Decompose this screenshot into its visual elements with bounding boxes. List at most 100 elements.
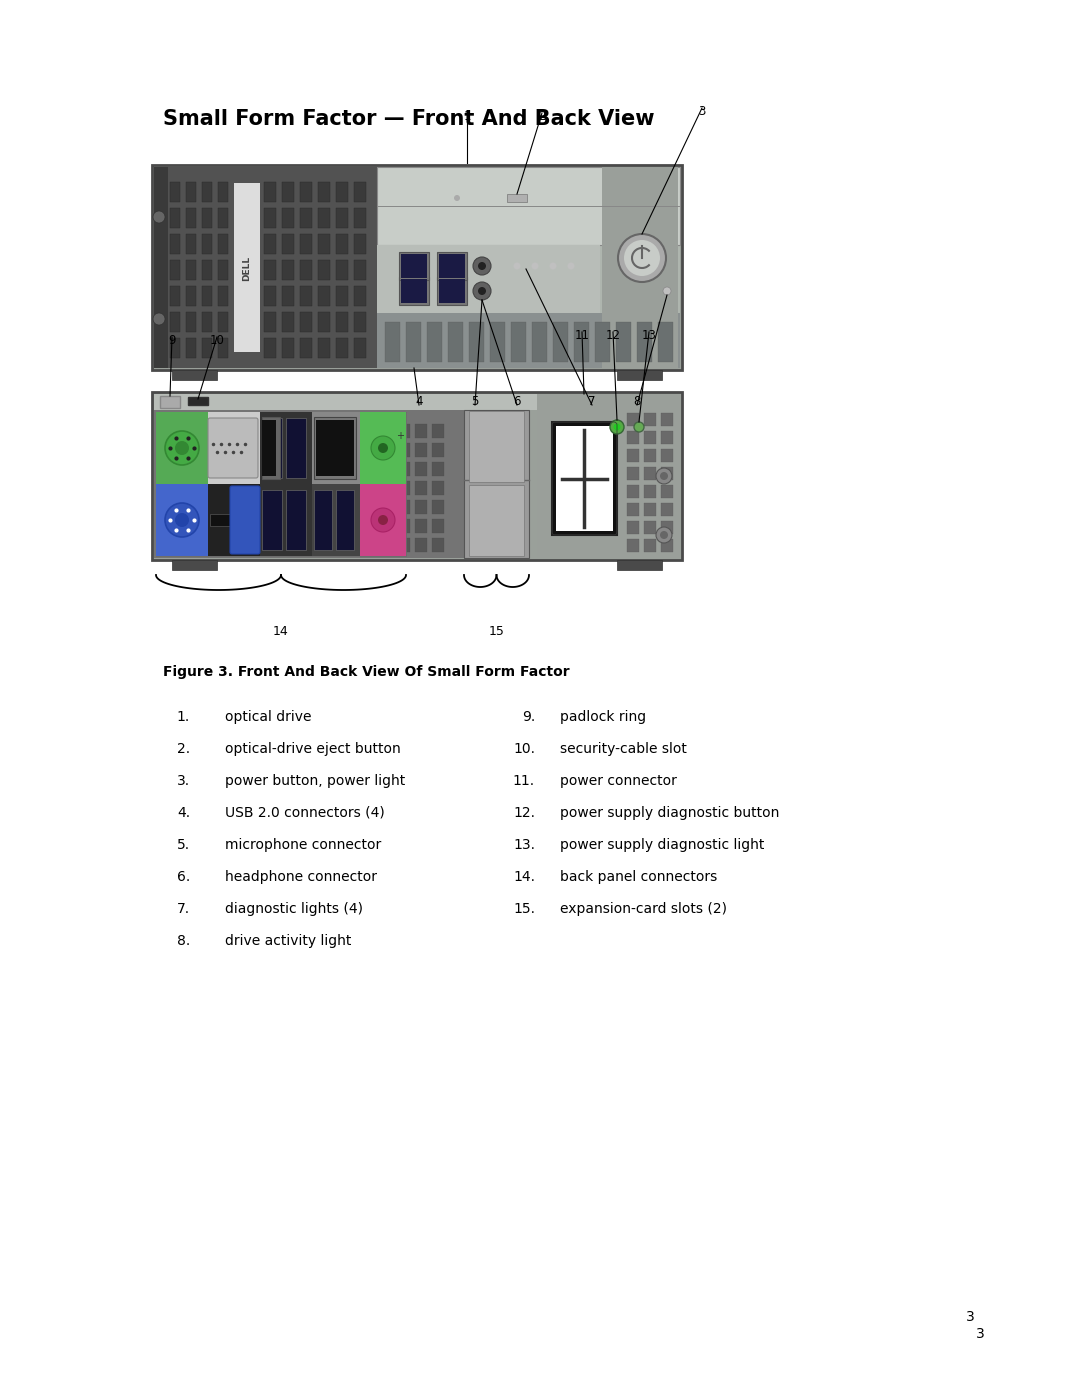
Bar — [616, 323, 631, 363]
Circle shape — [634, 422, 644, 432]
Text: 8: 8 — [633, 394, 640, 408]
Bar — [644, 503, 656, 516]
Bar — [318, 261, 330, 280]
Bar — [186, 312, 195, 332]
Bar — [186, 338, 195, 359]
Bar — [347, 519, 359, 534]
Bar — [364, 538, 376, 552]
Bar — [177, 423, 189, 439]
Bar — [186, 285, 195, 306]
Bar — [381, 538, 393, 552]
Bar — [661, 412, 673, 426]
Circle shape — [660, 472, 669, 480]
Text: 11: 11 — [575, 330, 590, 342]
Bar — [210, 514, 230, 525]
Bar — [377, 167, 680, 368]
Bar — [377, 313, 680, 368]
Bar — [381, 501, 393, 514]
Bar — [437, 252, 467, 280]
Bar — [381, 443, 393, 456]
Bar — [218, 261, 228, 280]
Bar — [336, 208, 348, 228]
Bar — [336, 261, 348, 280]
Bar — [300, 261, 312, 280]
Bar — [160, 481, 172, 495]
Bar — [202, 182, 212, 201]
Bar — [552, 422, 617, 535]
Bar — [264, 208, 276, 228]
Bar — [469, 323, 484, 363]
Bar — [296, 481, 308, 495]
Bar — [211, 443, 222, 456]
Bar — [286, 418, 306, 479]
Bar — [354, 312, 366, 332]
Bar — [264, 182, 276, 201]
Text: 15.: 15. — [513, 902, 535, 916]
Text: back panel connectors: back panel connectors — [561, 870, 717, 884]
Bar — [264, 338, 276, 359]
Bar — [264, 234, 276, 254]
Bar — [377, 167, 680, 245]
Bar — [627, 485, 639, 498]
Bar — [661, 467, 673, 480]
Text: 6: 6 — [513, 394, 521, 408]
Bar — [644, 412, 656, 426]
Bar — [336, 490, 354, 550]
Circle shape — [656, 527, 672, 543]
Bar — [264, 285, 276, 306]
Text: 14.: 14. — [513, 870, 535, 884]
Bar — [627, 539, 639, 552]
Circle shape — [531, 262, 539, 269]
Bar — [194, 423, 206, 439]
Bar — [627, 521, 639, 534]
Bar — [318, 312, 330, 332]
Bar — [202, 208, 212, 228]
Circle shape — [473, 256, 491, 274]
Bar — [336, 234, 348, 254]
Bar — [262, 490, 282, 550]
Bar — [245, 462, 257, 476]
Text: 2: 2 — [538, 110, 545, 123]
Bar — [381, 481, 393, 495]
Bar — [218, 234, 228, 254]
Bar — [234, 183, 260, 352]
Text: 4: 4 — [415, 394, 422, 408]
Circle shape — [153, 313, 165, 325]
Bar — [399, 481, 410, 495]
Bar — [432, 501, 444, 514]
Bar — [330, 423, 342, 439]
Bar — [318, 234, 330, 254]
Bar — [177, 519, 189, 534]
Bar — [282, 338, 294, 359]
Bar — [177, 462, 189, 476]
Bar — [432, 538, 444, 552]
Bar — [644, 450, 656, 462]
Circle shape — [656, 467, 672, 484]
Bar — [245, 481, 257, 495]
Bar — [282, 234, 294, 254]
Bar — [211, 519, 222, 534]
Bar — [279, 423, 291, 439]
Text: 15: 15 — [488, 625, 504, 638]
Bar — [469, 411, 524, 483]
Bar — [427, 323, 442, 363]
Bar — [279, 519, 291, 534]
Bar — [211, 538, 222, 552]
Bar — [218, 285, 228, 306]
Bar — [313, 519, 325, 534]
Bar — [172, 370, 217, 381]
Bar — [186, 182, 195, 201]
Bar — [381, 519, 393, 534]
Bar — [336, 285, 348, 306]
Bar — [296, 519, 308, 534]
Text: power supply diagnostic light: power supply diagnostic light — [561, 838, 765, 852]
Bar — [438, 254, 465, 279]
Bar — [177, 538, 189, 552]
Bar — [262, 519, 274, 534]
Bar — [364, 443, 376, 456]
Text: microphone connector: microphone connector — [225, 838, 381, 852]
Text: 7: 7 — [589, 394, 596, 408]
Bar — [208, 412, 260, 484]
Bar — [312, 412, 360, 484]
Bar — [154, 394, 680, 410]
